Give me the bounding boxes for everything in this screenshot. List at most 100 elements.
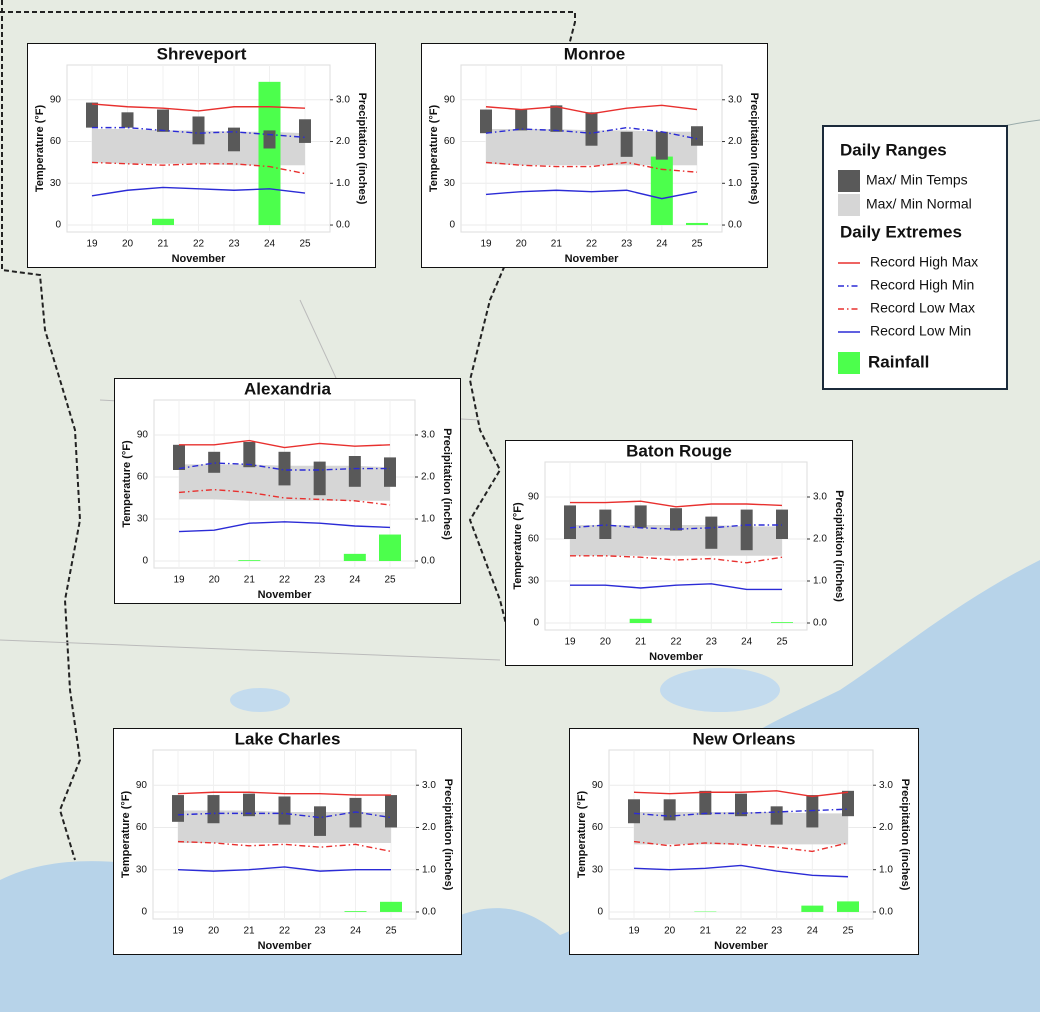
legend-swatch [838, 194, 860, 216]
temp-range [172, 795, 184, 822]
temp-range [740, 509, 753, 551]
temp-range [207, 795, 220, 824]
x-tick-label: 24 [264, 239, 276, 250]
temp-range [263, 130, 276, 149]
temp-range [243, 442, 256, 468]
temp-range [691, 126, 703, 146]
x-tick-label: 21 [244, 575, 256, 586]
legend-label: Rainfall [868, 352, 929, 371]
temp-range [278, 451, 291, 486]
y-tick-label: 0 [55, 220, 61, 231]
record-line [570, 583, 782, 591]
legend-label: Record High Min [870, 277, 974, 293]
x-tick-label: 25 [691, 239, 703, 250]
y-tick-label: 30 [444, 178, 456, 189]
y2-tick-label: 3.0 [879, 780, 893, 791]
x-tick-label: 22 [279, 575, 291, 586]
x-tick-label: 21 [243, 926, 255, 937]
record-line [570, 500, 783, 508]
x-tick-label: 23 [314, 575, 326, 586]
y-tick-label: 0 [142, 556, 148, 567]
record-line [91, 186, 306, 197]
temp-range [663, 799, 676, 821]
y2-tick-label: 0.0 [728, 220, 742, 231]
y-tick-label: 30 [592, 864, 604, 875]
y-tick-label: 60 [592, 822, 604, 833]
temp-range [564, 505, 576, 539]
y-tick-label: 90 [136, 780, 148, 791]
record-line [92, 126, 306, 139]
y-axis-label: Temperature (°F) [512, 502, 524, 590]
chart-title: Shreveport [157, 44, 247, 63]
y2-tick-label: 1.0 [813, 576, 827, 587]
chart-title: Lake Charles [235, 729, 341, 748]
x-tick-label: 21 [157, 239, 169, 250]
temp-range [806, 795, 819, 828]
normal-band [634, 811, 848, 845]
x-tick-label: 19 [628, 926, 640, 937]
y-tick-label: 0 [141, 907, 147, 918]
rainfall-bar [650, 156, 673, 226]
legend: Daily Ranges Max/ Min Temps Max/ Min Norma… [822, 125, 1008, 390]
normal-band [486, 129, 697, 166]
x-tick-label: 23 [621, 239, 633, 250]
temp-range [314, 806, 326, 836]
y2-tick-label: 3.0 [728, 94, 742, 105]
y2-tick-label: 1.0 [336, 178, 350, 189]
record-line [485, 104, 698, 115]
temp-range [86, 102, 98, 128]
state-border [0, 11, 720, 641]
record-line [633, 808, 849, 817]
temp-range [634, 505, 647, 528]
y2-tick-label: 0.0 [336, 220, 350, 231]
x-tick-label: 23 [706, 637, 718, 648]
rainfall-bar [380, 901, 402, 912]
x-tick-label: 22 [586, 239, 598, 250]
temp-range [776, 509, 788, 539]
legend-label: Max/ Min Normal [866, 196, 972, 212]
rainfall-bar [343, 553, 366, 561]
x-tick-label: 25 [385, 926, 397, 937]
temp-range [585, 112, 598, 146]
y2-tick-label: 2.0 [421, 472, 435, 483]
lake [230, 688, 290, 712]
temp-range [550, 105, 563, 132]
x-tick-label: 19 [86, 239, 98, 250]
x-tick-label: 24 [741, 637, 753, 648]
y2-tick-label: 3.0 [422, 780, 436, 791]
rainfall-bar [152, 218, 174, 226]
chart-title: New Orleans [693, 729, 796, 748]
legend-label: Record Low Min [870, 323, 971, 339]
temp-range [705, 516, 718, 549]
temp-range [299, 119, 311, 143]
y-tick-label: 90 [137, 430, 149, 441]
temp-range [192, 116, 205, 145]
y2-axis-label: Precipitation (inches) [748, 93, 760, 205]
record-line [177, 840, 392, 853]
temp-range [655, 131, 668, 160]
rainfall-bar [344, 911, 367, 912]
y2-tick-label: 2.0 [336, 136, 350, 147]
record-line [178, 462, 390, 471]
y2-axis-label: Precipitation (inches) [356, 93, 368, 205]
rainfall-bar [837, 901, 859, 912]
temp-range [228, 127, 240, 152]
x-tick-label: 22 [670, 637, 682, 648]
y-tick-label: 60 [136, 822, 148, 833]
state-border [1, 0, 82, 861]
y-tick-label: 0 [449, 220, 455, 231]
y2-axis-label: Precipitation (inches) [899, 779, 911, 891]
temp-range [515, 109, 528, 131]
temp-range [173, 444, 185, 470]
x-tick-label: 20 [516, 239, 528, 250]
record-line [485, 189, 698, 200]
temp-range [121, 112, 134, 128]
chart-panel: Lake Charles 0 30 60 90 0.0 1.0 2.0 3.0 19 20 21 22 2… [113, 728, 462, 955]
y2-tick-label: 3.0 [336, 94, 350, 105]
rainfall-bar [686, 222, 708, 226]
record-line [177, 791, 391, 796]
chart-title: Baton Rouge [626, 441, 732, 460]
y-axis-label: Temperature (°F) [34, 105, 46, 193]
temp-range [599, 509, 612, 539]
